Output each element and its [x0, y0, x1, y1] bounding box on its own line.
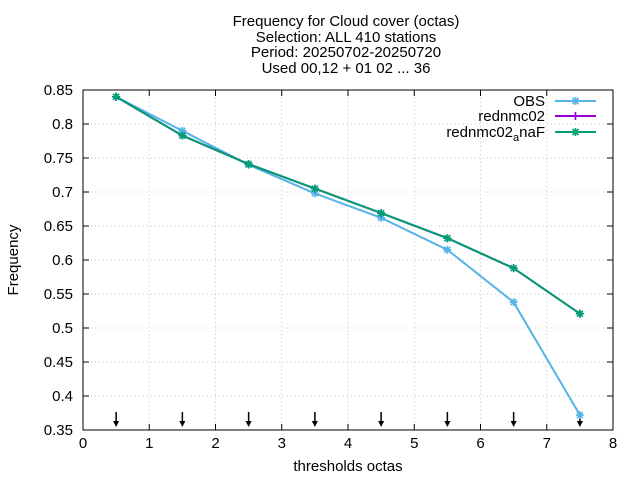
- arrow-head: [510, 421, 517, 427]
- y-tick-label: 0.7: [52, 184, 73, 201]
- x-tick-label: 1: [145, 435, 153, 452]
- y-tick-label: 0.8: [52, 116, 73, 133]
- y-tick-label: 0.5: [52, 320, 73, 337]
- y-tick-label: 0.35: [44, 422, 73, 439]
- series-point-core: [312, 186, 318, 191]
- title-line-4: Used 00,12 + 01 02 ... 36: [262, 60, 431, 77]
- series-line: [115, 95, 581, 416]
- arrow-head: [576, 421, 583, 427]
- series-point-core: [577, 311, 583, 316]
- arrow-marker: [113, 412, 120, 427]
- series-point-core: [378, 215, 384, 221]
- legend-label: rednmc02anaF: [446, 124, 545, 144]
- legend-label-subscript: a: [513, 132, 520, 144]
- legend-label-text: OBS: [513, 93, 545, 110]
- y-tick-label: 0.75: [44, 150, 73, 167]
- series-point-core: [511, 265, 516, 271]
- arrow-marker: [378, 412, 385, 427]
- grid: [83, 90, 613, 430]
- legend-label: rednmc02: [478, 108, 545, 125]
- series-point-core: [180, 128, 185, 133]
- series-point-core: [511, 299, 516, 305]
- series-point-core: [312, 191, 318, 196]
- y-tick-label: 0.4: [52, 388, 73, 405]
- series-point-core: [445, 247, 450, 252]
- series-2: [112, 92, 584, 318]
- series-point-core: [180, 133, 185, 138]
- series-point-core: [577, 412, 583, 418]
- arrow-head: [245, 421, 252, 427]
- arrow-markers: [113, 412, 583, 427]
- x-tick-label: 0: [79, 435, 87, 452]
- x-tick-label: 6: [476, 435, 484, 452]
- series-point-core: [246, 161, 251, 167]
- legend-label-text: rednmc02: [446, 124, 513, 141]
- y-tick-label: 0.65: [44, 218, 73, 235]
- legend-label-suffix: naF: [519, 124, 545, 141]
- title-line-3: Period: 20250702-20250720: [251, 44, 441, 61]
- chart-title: Frequency for Cloud cover (octas) Select…: [233, 13, 460, 77]
- title-line-1: Frequency for Cloud cover (octas): [233, 13, 460, 30]
- series-group: [112, 92, 584, 420]
- y-tick-label: 0.6: [52, 252, 73, 269]
- y-tick-label: 0.45: [44, 354, 73, 371]
- legend-swatch-marker: [571, 112, 580, 120]
- series-point-core: [445, 236, 450, 241]
- series-0: [112, 92, 584, 420]
- plot-frame: [82, 89, 614, 431]
- arrow-marker: [245, 412, 252, 427]
- y-axis-label: Frequency: [5, 224, 22, 295]
- series-point-core: [113, 94, 119, 100]
- arrow-head: [113, 421, 120, 427]
- x-tick-label: 8: [609, 435, 617, 452]
- title-line-2: Selection: ALL 410 stations: [256, 29, 436, 46]
- legend-swatch-marker-core: [573, 129, 578, 135]
- arrow-marker: [179, 412, 186, 427]
- x-tick-label: 7: [543, 435, 551, 452]
- x-tick-label: 4: [344, 435, 352, 452]
- arrow-marker: [510, 412, 517, 427]
- x-tick-label: 2: [211, 435, 219, 452]
- axis-ticks: 0 1 2 3 4 5 6 7 8 0.35 0.4 0.45 0.5 0.55 0.6 0.65 0.7 0.7…: [44, 82, 617, 452]
- series-line: [115, 95, 581, 315]
- legend-swatch-marker-core: [573, 98, 578, 104]
- y-tick-label: 0.55: [44, 286, 73, 303]
- arrow-head: [311, 421, 318, 427]
- x-axis-label: thresholds octas: [293, 458, 402, 475]
- series-point-core: [378, 210, 384, 216]
- arrow-marker: [311, 412, 318, 427]
- x-tick-label: 3: [278, 435, 286, 452]
- arrow-marker: [444, 412, 451, 427]
- legend-label-text: rednmc02: [478, 108, 545, 125]
- x-tick-label: 5: [410, 435, 418, 452]
- arrow-head: [444, 421, 451, 427]
- arrow-head: [378, 421, 385, 427]
- y-tick-label: 0.85: [44, 82, 73, 99]
- arrow-head: [179, 421, 186, 427]
- legend-label: OBS: [513, 93, 545, 110]
